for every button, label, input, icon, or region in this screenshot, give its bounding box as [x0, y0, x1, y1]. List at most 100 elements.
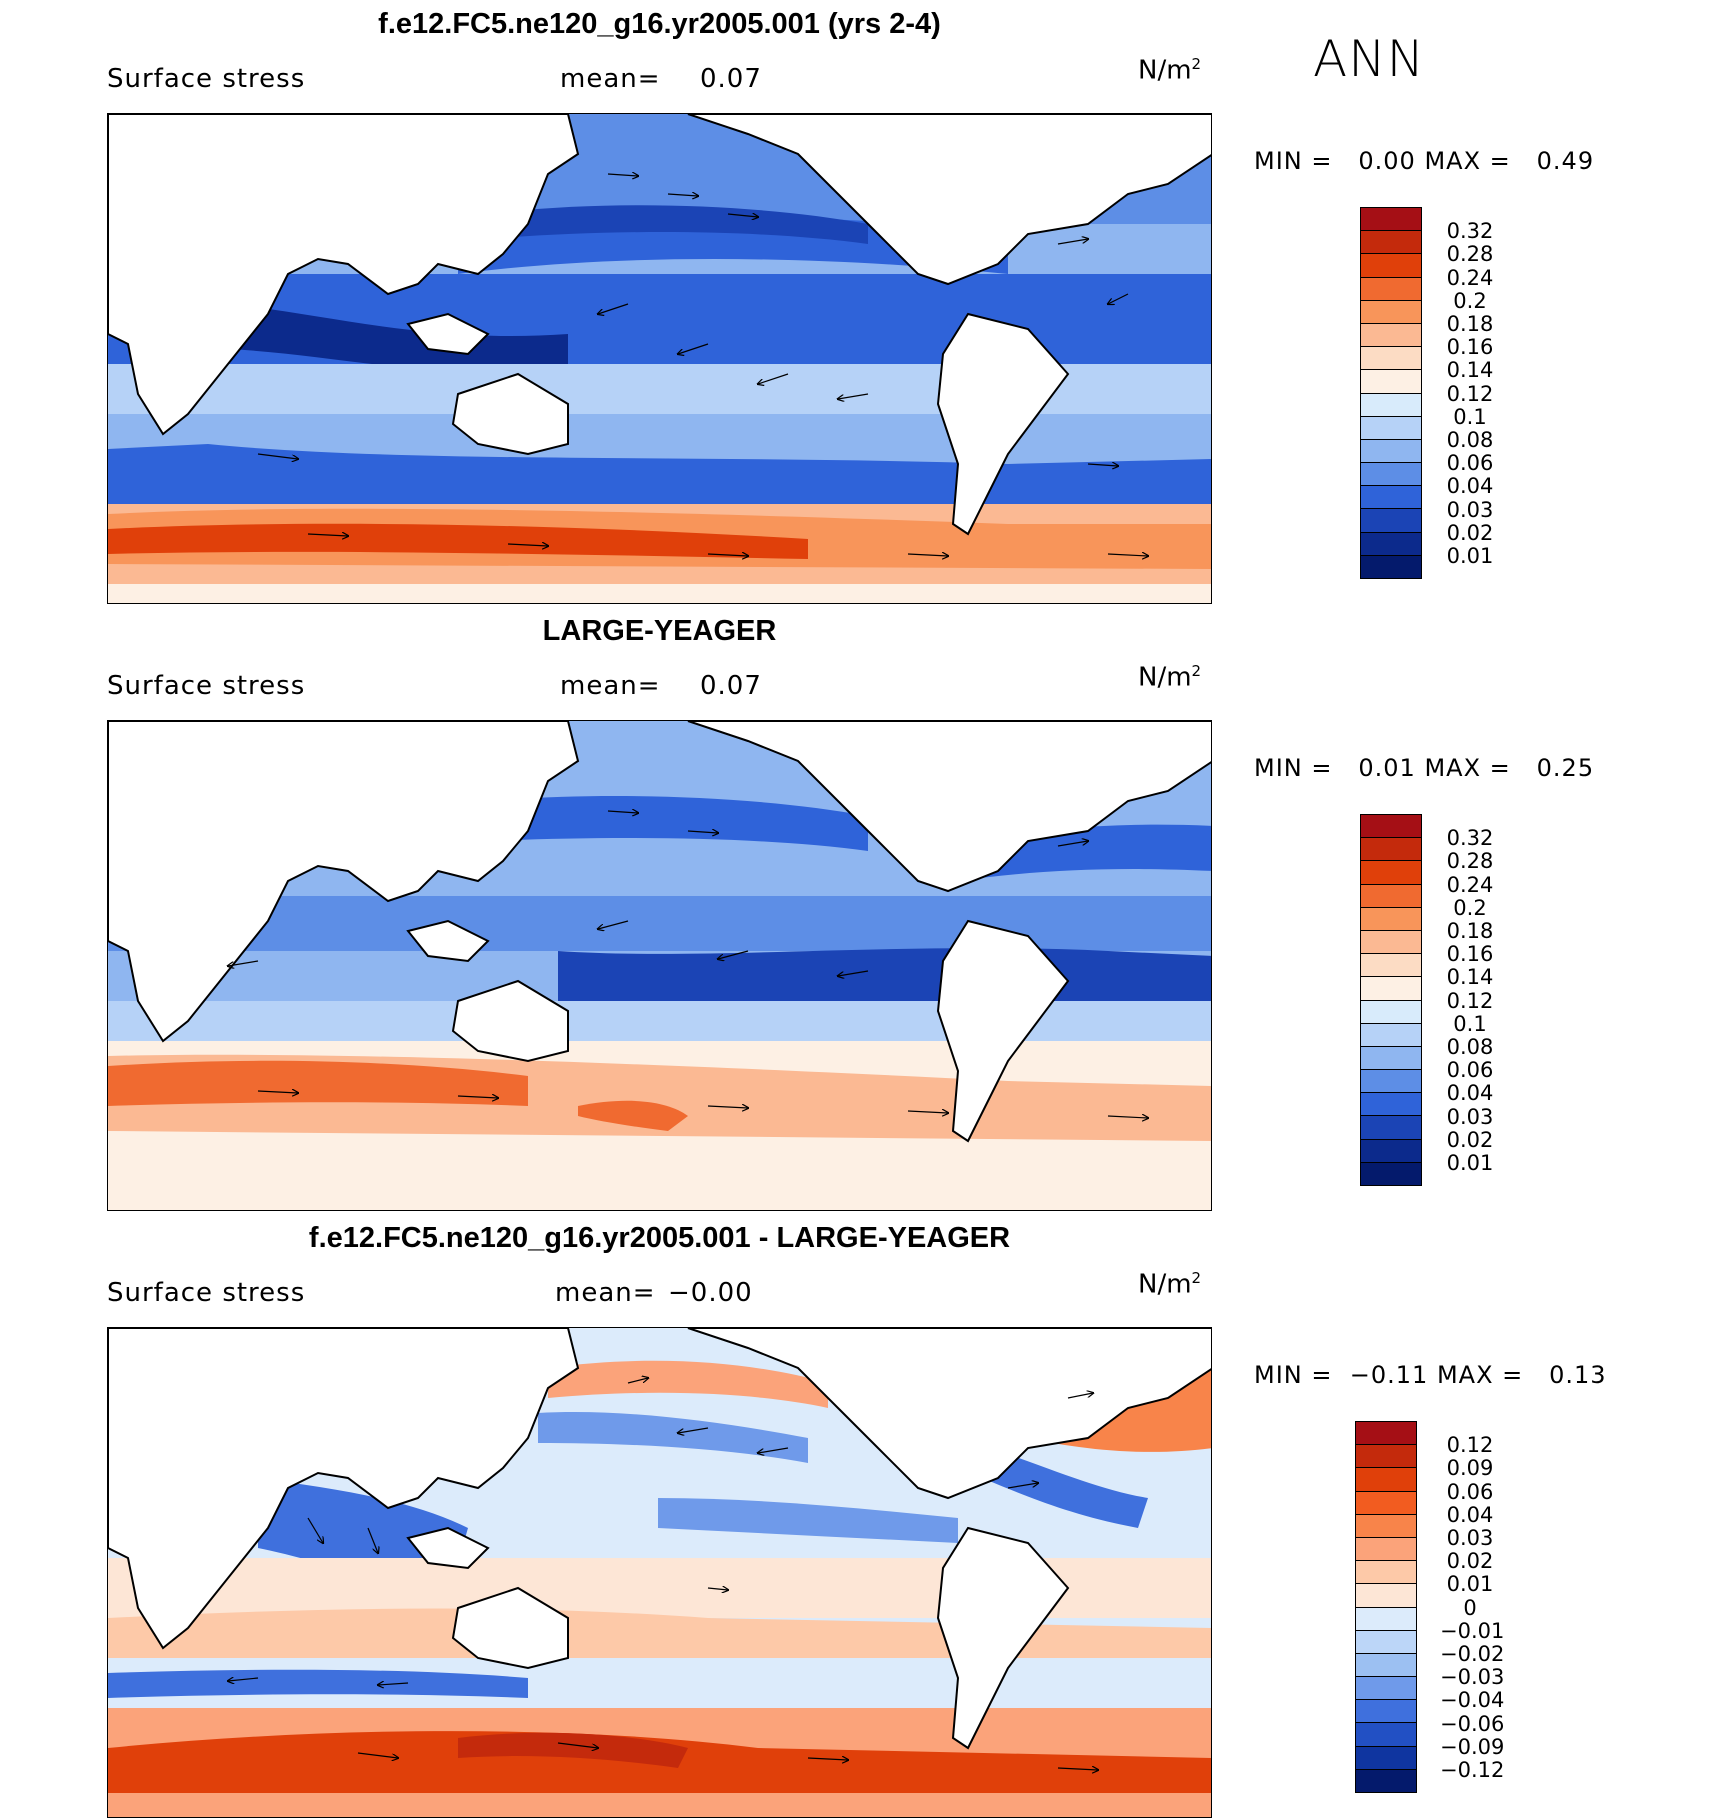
- panel-1-map-svg: [108, 114, 1211, 603]
- panel-2-map: [107, 720, 1212, 1211]
- panel-2-units: N/m2: [1138, 662, 1202, 693]
- anomaly-region: [458, 1732, 688, 1768]
- colorbar-swatch: [1355, 1722, 1417, 1747]
- ocean-band: [228, 304, 568, 375]
- colorbar-swatch: [1355, 1490, 1417, 1515]
- panel-3-title: f.e12.FC5.ne120_g16.yr2005.001 - LARGE-Y…: [308, 1222, 1011, 1254]
- colorbar-label: 0.02: [1446, 520, 1494, 545]
- colorbar-swatch: [1355, 1536, 1417, 1562]
- panel-1-units: N/m2: [1138, 55, 1202, 86]
- ocean-band: [108, 1060, 528, 1106]
- colorbar-label: 0: [1463, 1595, 1477, 1620]
- colorbar-label: 0.28: [1446, 849, 1494, 874]
- panel-3-variable-label: Surface stress: [107, 1278, 306, 1308]
- ocean-band: [488, 205, 868, 244]
- colorbar-swatch: [1360, 392, 1422, 417]
- colorbar-swatch: [1360, 207, 1422, 232]
- anomaly-region: [108, 1608, 1211, 1658]
- colorbar-swatch: [1355, 1676, 1417, 1701]
- colorbar-label: 0.09: [1446, 1456, 1494, 1481]
- colorbar-label: 0.03: [1446, 1104, 1494, 1129]
- continents: [108, 114, 1211, 536]
- season-label: ANN: [1313, 30, 1426, 88]
- colorbar-label: 0.12: [1446, 988, 1494, 1013]
- colorbar-swatch: [1355, 1629, 1417, 1654]
- colorbar-label: −0.12: [1440, 1758, 1505, 1782]
- colorbar-swatch: [1360, 299, 1422, 324]
- panel-2-minmax: MIN = 0.01 MAX = 0.25: [1254, 754, 1595, 782]
- colorbar-swatch: [1360, 860, 1422, 885]
- wind-vectors: [257, 174, 1148, 556]
- colorbar-label: 0.32: [1446, 826, 1494, 851]
- colorbar-label: −0.01: [1440, 1618, 1505, 1643]
- colorbar-label: 0.02: [1446, 1127, 1494, 1152]
- colorbar-label: 0.16: [1446, 335, 1494, 360]
- ocean-band: [108, 444, 1211, 504]
- north-america: [687, 114, 1211, 286]
- eurasia-africa: [108, 114, 580, 436]
- colorbar-label: 0.14: [1446, 358, 1494, 383]
- colorbar-label: 0.08: [1446, 1035, 1494, 1059]
- continents: [108, 721, 1211, 1143]
- panel-2-mean-label: mean=: [560, 671, 661, 701]
- eurasia-africa: [108, 1328, 580, 1650]
- south-america: [936, 919, 1070, 1143]
- colorbar-label: −0.02: [1440, 1642, 1505, 1666]
- panel-1-map: [107, 113, 1212, 604]
- colorbar-swatch: [1360, 322, 1422, 348]
- colorbar-label: 0.2: [1453, 288, 1487, 313]
- wind-vectors: [228, 1378, 1098, 1770]
- panel-3-map: [107, 1327, 1212, 1818]
- colorbar-swatch: [1355, 1606, 1417, 1631]
- panel-1-colorbar: [1360, 207, 1422, 579]
- maritime-continent: [406, 919, 490, 963]
- anomaly-region: [548, 1360, 828, 1408]
- colorbar-swatch: [1360, 837, 1422, 862]
- colorbar-label: 0.04: [1446, 474, 1494, 499]
- colorbar-swatch: [1355, 1768, 1417, 1793]
- panel-3-minmax: MIN = −0.11 MAX = 0.13: [1254, 1361, 1607, 1389]
- colorbar-swatch: [1360, 1022, 1422, 1047]
- colorbar-swatch: [1355, 1699, 1417, 1724]
- colorbar-swatch: [1360, 230, 1422, 255]
- panel-3-mean-value: −0.00: [668, 1278, 753, 1308]
- colorbar-label: 0.24: [1446, 265, 1494, 290]
- panel-3-map-svg: [108, 1328, 1211, 1817]
- panel-3-mean-label: mean=: [555, 1278, 656, 1308]
- north-america: [687, 721, 1211, 893]
- panel-1-variable-label: Surface stress: [107, 64, 306, 94]
- colorbar-label: −0.06: [1440, 1711, 1505, 1736]
- colorbar-swatch: [1360, 883, 1422, 908]
- north-america: [687, 1328, 1211, 1500]
- colorbar-swatch: [1360, 346, 1422, 371]
- ocean-band: [108, 523, 808, 559]
- colorbar-swatch: [1360, 531, 1422, 556]
- ocean-band: [558, 948, 1211, 1001]
- colorbar-label: 0.18: [1446, 919, 1494, 943]
- colorbar-swatch: [1360, 1115, 1422, 1140]
- colorbar-label: 0.24: [1446, 872, 1494, 897]
- colorbar-label: 0.03: [1446, 1526, 1494, 1550]
- colorbar-swatch: [1360, 1092, 1422, 1117]
- panel-2-colorbar: [1360, 814, 1422, 1186]
- colorbar-label: 0.04: [1446, 1502, 1494, 1527]
- colorbar-swatch: [1360, 906, 1422, 931]
- colorbar-swatch: [1360, 253, 1422, 278]
- colorbar-label: 0.14: [1446, 965, 1494, 990]
- colorbar-swatch: [1360, 953, 1422, 978]
- panel-3-colorbar: [1355, 1421, 1417, 1793]
- colorbar-swatch: [1360, 1161, 1422, 1186]
- colorbar-swatch: [1355, 1421, 1417, 1446]
- colorbar-label: 0.28: [1446, 242, 1494, 267]
- colorbar-label: −0.03: [1440, 1665, 1505, 1690]
- colorbar-label: 0.02: [1446, 1549, 1494, 1574]
- colorbar-label: 0.06: [1446, 1479, 1494, 1504]
- colorbar-label: 0.01: [1446, 1572, 1494, 1597]
- colorbar-swatch: [1360, 929, 1422, 955]
- colorbar-swatch: [1355, 1583, 1417, 1608]
- colorbar-label: 0.06: [1446, 1058, 1494, 1083]
- panel-1-minmax: MIN = 0.00 MAX = 0.49: [1254, 147, 1595, 175]
- colorbar-label: −0.04: [1440, 1688, 1505, 1713]
- colorbar-label: 0.18: [1446, 312, 1494, 336]
- panel-2-map-svg: [108, 721, 1211, 1210]
